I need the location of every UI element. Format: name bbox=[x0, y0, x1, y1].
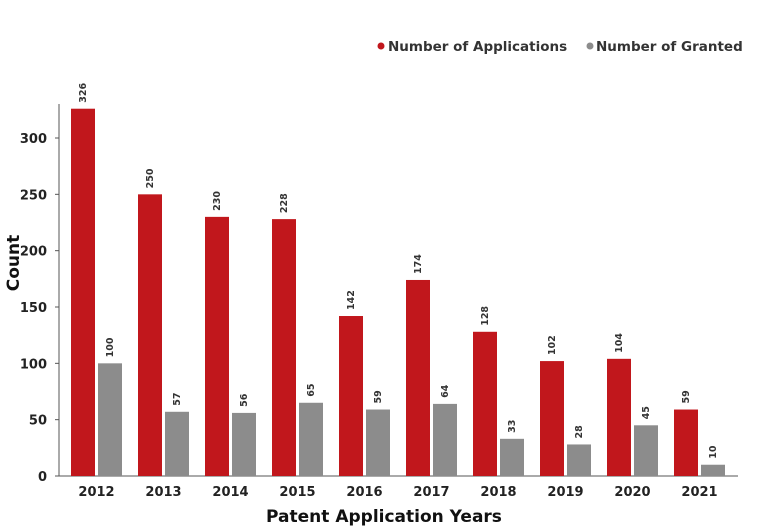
bar-applications bbox=[138, 194, 162, 477]
data-label: 326 bbox=[78, 82, 89, 102]
x-axis: 2012 2013 2014 2015 2016 2017 2018 2019 2020 2021 bbox=[59, 475, 738, 500]
legend-label: Number of Granted bbox=[596, 39, 743, 55]
data-label: 59 bbox=[681, 390, 692, 403]
data-label: 28 bbox=[574, 425, 585, 439]
x-tick-label: 2021 bbox=[681, 485, 717, 500]
data-label: 10 bbox=[708, 445, 719, 459]
x-tick-label: 2019 bbox=[547, 485, 583, 500]
data-label: 57 bbox=[172, 393, 183, 406]
y-tick-label: 200 bbox=[20, 245, 47, 260]
data-label: 33 bbox=[507, 420, 518, 433]
y-tick-label: 300 bbox=[20, 132, 47, 147]
legend-label: Number of Applications bbox=[388, 39, 567, 55]
bar-granted bbox=[433, 403, 457, 476]
bar-applications bbox=[473, 331, 497, 476]
bar-granted bbox=[500, 438, 524, 476]
x-tick-label: 2018 bbox=[480, 485, 516, 500]
x-tick-label: 2015 bbox=[279, 485, 315, 500]
data-label: 128 bbox=[480, 306, 491, 326]
data-label: 100 bbox=[105, 337, 116, 357]
bar-granted bbox=[701, 464, 725, 476]
x-tick-label: 2013 bbox=[145, 485, 181, 500]
data-label: 59 bbox=[373, 390, 384, 403]
bar-granted bbox=[165, 411, 189, 476]
y-axis-title: Count bbox=[4, 235, 24, 292]
bar-granted bbox=[98, 363, 122, 476]
bar-applications bbox=[205, 216, 229, 476]
data-label: 65 bbox=[306, 384, 317, 397]
bar-applications bbox=[674, 409, 698, 476]
x-axis-title: Patent Application Years bbox=[266, 507, 502, 527]
data-label: 45 bbox=[641, 406, 652, 419]
data-label: 174 bbox=[413, 254, 424, 274]
bar-applications bbox=[272, 219, 296, 476]
y-axis: 0 50 100 150 200 250 300 bbox=[20, 104, 60, 485]
data-label: 56 bbox=[239, 393, 250, 407]
bar-granted bbox=[232, 412, 256, 476]
y-tick-label: 100 bbox=[20, 357, 47, 372]
y-tick-label: 250 bbox=[20, 188, 47, 203]
data-label: 142 bbox=[346, 290, 357, 310]
data-label: 104 bbox=[614, 333, 625, 353]
data-label: 230 bbox=[212, 191, 223, 211]
bar-granted bbox=[299, 402, 323, 476]
x-tick-label: 2017 bbox=[413, 485, 449, 500]
legend-marker bbox=[586, 42, 594, 50]
y-tick-label: 150 bbox=[20, 301, 47, 316]
bar-granted bbox=[567, 444, 591, 476]
x-tick-label: 2016 bbox=[346, 485, 382, 500]
x-tick-label: 2012 bbox=[78, 485, 114, 500]
data-label: 250 bbox=[145, 168, 156, 188]
data-label: 64 bbox=[440, 384, 451, 398]
x-tick-label: 2014 bbox=[212, 485, 248, 500]
data-label: 102 bbox=[547, 335, 558, 355]
legend-marker bbox=[377, 42, 385, 50]
legend: Number of Applications Number of Granted bbox=[377, 39, 743, 55]
bar-applications bbox=[71, 108, 95, 476]
data-label: 228 bbox=[279, 193, 290, 213]
bar-applications bbox=[339, 316, 363, 476]
bar-applications bbox=[607, 358, 631, 476]
y-tick-label: 50 bbox=[29, 414, 47, 429]
bars: 326 100 250 57 230 56 228 65 142 59 174 64 128 33 102 2… bbox=[71, 82, 725, 477]
y-tick-label: 0 bbox=[38, 470, 47, 485]
bar-granted bbox=[366, 409, 390, 476]
x-tick-label: 2020 bbox=[614, 485, 650, 500]
bar-applications bbox=[540, 361, 564, 476]
bar-granted bbox=[634, 425, 658, 476]
bar-applications bbox=[406, 279, 430, 476]
